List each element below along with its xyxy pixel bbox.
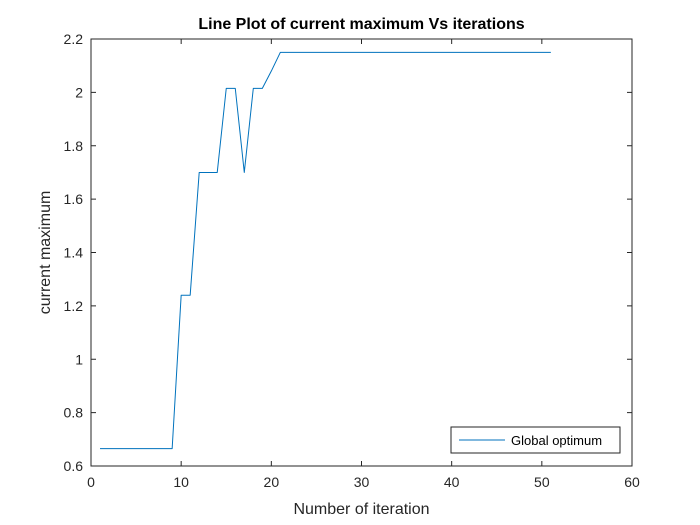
y-tick-label: 1.6 xyxy=(64,191,84,207)
chart-title: Line Plot of current maximum Vs iteratio… xyxy=(198,16,524,33)
x-tick-label: 20 xyxy=(264,474,280,490)
series-line-global-optimum xyxy=(100,51,551,450)
tick-labels: 0 10 20 30 40 50 60 0.6 0.8 1 1.2 1.4 1.6 1.8 2 2.2 xyxy=(64,31,640,490)
axes-box xyxy=(90,38,633,467)
legend: Global optimum xyxy=(450,426,621,454)
y-axis-label: current maximum xyxy=(37,191,54,315)
series-layer xyxy=(100,51,551,450)
x-tick-label: 0 xyxy=(87,474,95,490)
y-tick-label: 1 xyxy=(75,351,83,367)
y-tick-label: 0.6 xyxy=(64,458,84,474)
x-tick-label: 60 xyxy=(624,474,640,490)
tick-marks xyxy=(90,38,633,467)
x-tick-label: 40 xyxy=(444,474,460,490)
plot-area: 0 10 20 30 40 50 60 0.6 0.8 1 1.2 1.4 1.6 1.8 2 2.2 xyxy=(64,31,640,490)
y-tick-label: 1.2 xyxy=(64,298,84,314)
y-tick-label: 2 xyxy=(75,84,83,100)
y-tick-label: 0.8 xyxy=(64,405,84,421)
y-tick-label: 2.2 xyxy=(64,31,84,47)
x-tick-label: 30 xyxy=(354,474,370,490)
y-tick-label: 1.8 xyxy=(64,138,84,154)
x-axis-label: Number of iteration xyxy=(293,501,429,518)
x-tick-label: 50 xyxy=(534,474,550,490)
y-tick-label: 1.4 xyxy=(64,245,84,261)
x-tick-label: 10 xyxy=(173,474,189,490)
legend-entry-global-optimum: Global optimum xyxy=(511,433,602,448)
